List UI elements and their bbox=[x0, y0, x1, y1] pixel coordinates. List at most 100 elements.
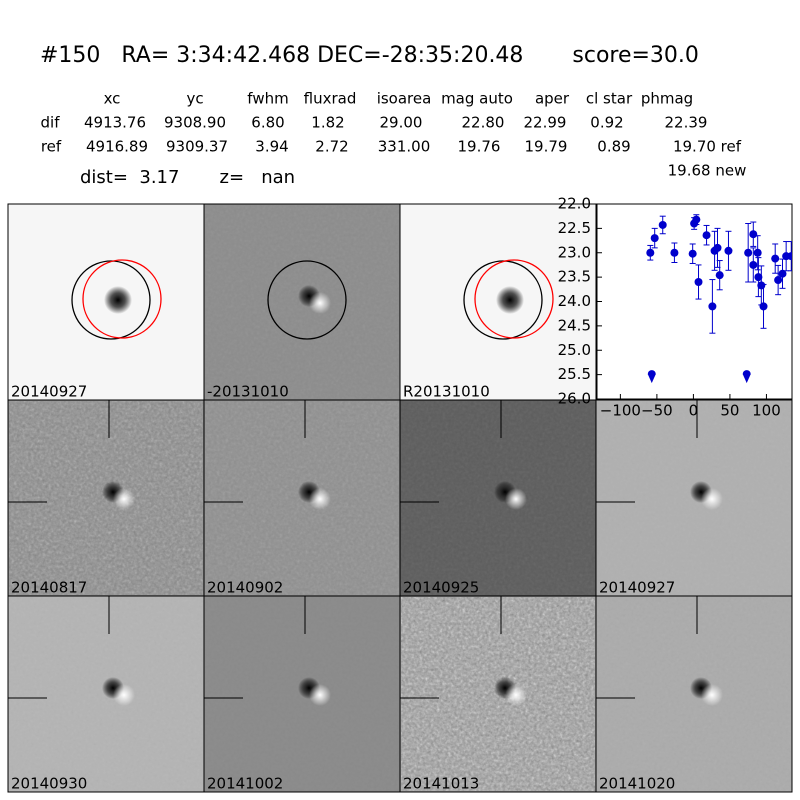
point bbox=[702, 231, 711, 240]
source bbox=[104, 286, 132, 314]
point bbox=[694, 278, 703, 286]
dipole-light bbox=[309, 292, 331, 314]
table-cell: 22.99 bbox=[524, 114, 567, 132]
point bbox=[744, 248, 753, 257]
panel: -20131010 bbox=[203, 203, 401, 401]
panel-label: 20141020 bbox=[599, 775, 675, 793]
panel-label: 20141002 bbox=[207, 775, 283, 793]
column-header: cl star bbox=[586, 90, 633, 108]
panel-label: 20140927 bbox=[599, 579, 675, 597]
panel: 20140927 bbox=[595, 399, 793, 597]
point bbox=[646, 248, 655, 257]
y-tick-label: 24.0 bbox=[558, 292, 591, 310]
panel-label: 20140925 bbox=[403, 579, 479, 597]
column-header: xc bbox=[104, 90, 121, 108]
limit-marker bbox=[647, 370, 656, 384]
point bbox=[724, 246, 733, 255]
point bbox=[713, 243, 722, 252]
panel: 20140817 bbox=[7, 399, 205, 597]
column-header: mag auto bbox=[441, 90, 513, 108]
point bbox=[670, 248, 679, 257]
table-cell: 2.72 bbox=[315, 138, 348, 156]
x-tick-label: −100 bbox=[600, 402, 641, 420]
row-label: dif bbox=[41, 114, 61, 132]
dipole-light bbox=[701, 684, 723, 706]
y-tick-label: 25.5 bbox=[558, 365, 591, 383]
dist-line: dist= 3.17 z= nan bbox=[80, 167, 295, 188]
y-tick-label: 24.5 bbox=[558, 316, 591, 334]
y-tick-label: 23.0 bbox=[558, 243, 591, 261]
point bbox=[688, 249, 697, 258]
table-cell: 29.00 bbox=[380, 114, 423, 132]
table-cell: 0.89 bbox=[597, 138, 630, 156]
table-cell: 22.39 bbox=[665, 114, 708, 132]
point bbox=[759, 302, 768, 311]
table-cell: 1.82 bbox=[311, 114, 344, 132]
panel: 20141013 bbox=[399, 595, 597, 793]
panel: 20141002 bbox=[203, 595, 401, 793]
column-header: phmag bbox=[641, 90, 693, 108]
table-cell: 9309.37 bbox=[166, 138, 228, 156]
table-cell: 4913.76 bbox=[84, 114, 146, 132]
limit-marker bbox=[742, 370, 751, 384]
marker-circle bbox=[267, 260, 347, 340]
x-tick-label: −50 bbox=[641, 402, 673, 420]
marker-circle bbox=[474, 259, 554, 339]
table-cell: 19.76 bbox=[458, 138, 501, 156]
column-header: fluxrad bbox=[304, 90, 357, 108]
point bbox=[749, 260, 758, 269]
table-cell: 19.70 ref bbox=[673, 138, 742, 156]
x-tick-label: 100 bbox=[752, 402, 781, 420]
point bbox=[753, 248, 762, 257]
plot-area bbox=[596, 203, 793, 400]
point bbox=[650, 234, 659, 243]
panel-label: 20140817 bbox=[11, 579, 87, 597]
y-tick-label: 26.0 bbox=[558, 390, 591, 408]
y-tick-label: 23.5 bbox=[558, 268, 591, 286]
marker-circle bbox=[82, 259, 162, 339]
panel: 20140902 bbox=[203, 399, 401, 597]
dipole-light bbox=[113, 488, 135, 510]
dipole-light bbox=[505, 488, 527, 510]
title: #150 RA= 3:34:42.468 DEC=-28:35:20.48 sc… bbox=[40, 43, 699, 68]
point bbox=[774, 276, 783, 285]
panel-label: 20141013 bbox=[403, 775, 479, 793]
table-cell: 3.94 bbox=[255, 138, 288, 156]
dipole-light bbox=[309, 488, 331, 510]
table-cell: 19.79 bbox=[525, 138, 568, 156]
dipole-light bbox=[701, 488, 723, 510]
point bbox=[771, 254, 780, 263]
y-tick-label: 22.5 bbox=[558, 219, 591, 237]
point bbox=[754, 273, 763, 282]
y-tick-label: 25.0 bbox=[558, 341, 591, 359]
table-cell: 9308.90 bbox=[164, 114, 226, 132]
panel-label: 20140930 bbox=[11, 775, 87, 793]
point bbox=[778, 269, 787, 278]
point bbox=[715, 271, 724, 280]
points bbox=[646, 214, 792, 384]
panel: 20140930 bbox=[7, 595, 205, 793]
column-header: aper bbox=[535, 90, 570, 108]
dipole-light bbox=[505, 684, 527, 706]
source bbox=[496, 286, 524, 314]
point bbox=[749, 230, 758, 239]
x-tick-label: 50 bbox=[720, 402, 739, 420]
table-cell: 4916.89 bbox=[86, 138, 148, 156]
column-header: isoarea bbox=[377, 90, 432, 108]
panel-label: -20131010 bbox=[207, 383, 289, 401]
table-cell: 6.80 bbox=[251, 114, 284, 132]
y-tick-label: 22.0 bbox=[558, 195, 591, 213]
table-cell: 22.80 bbox=[462, 114, 505, 132]
x-tick-label: 0 bbox=[689, 402, 699, 420]
table-cell: 331.00 bbox=[378, 138, 431, 156]
panel-label: 20140927 bbox=[11, 383, 87, 401]
panel: 20140927 bbox=[7, 203, 205, 401]
row-label: ref bbox=[41, 138, 62, 156]
table-cell: 0.92 bbox=[590, 114, 623, 132]
point bbox=[658, 220, 667, 229]
column-header: fwhm bbox=[247, 90, 288, 108]
extra: 19.68 new bbox=[668, 162, 747, 180]
point bbox=[692, 215, 701, 224]
point bbox=[708, 302, 717, 311]
